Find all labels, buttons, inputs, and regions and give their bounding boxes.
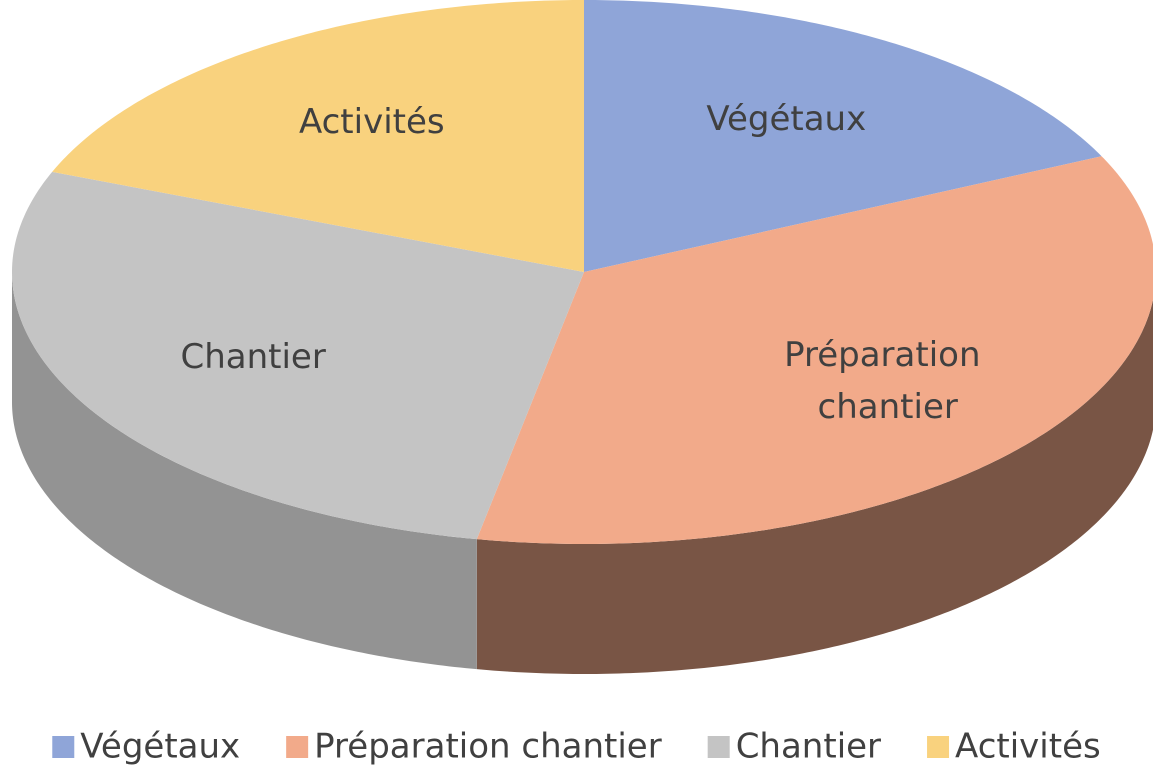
slice-label: Chantier (180, 337, 325, 377)
slice-label: Végétaux (706, 99, 866, 139)
slice-label: Activités (299, 102, 445, 142)
legend-label: Activités (955, 727, 1101, 767)
legend-label: Préparation chantier (314, 727, 662, 767)
slice-label-line: chantier (807, 387, 958, 427)
pie-slice (12, 171, 585, 540)
legend-label: Chantier (736, 727, 881, 767)
legend-swatch (927, 736, 950, 758)
slice-label-line: Préparation (784, 335, 980, 375)
pie-slice (52, 0, 585, 272)
pie-slice (584, 0, 1102, 272)
pie-slice (476, 156, 1153, 544)
slice-label: Préparation chantier (784, 335, 980, 427)
legend-swatch (52, 736, 75, 758)
legend-swatch (707, 736, 730, 758)
pie-side (12, 272, 477, 670)
pie-side (476, 299, 1153, 674)
legend-label: Végétaux (80, 727, 240, 767)
legend-swatch (286, 736, 309, 758)
